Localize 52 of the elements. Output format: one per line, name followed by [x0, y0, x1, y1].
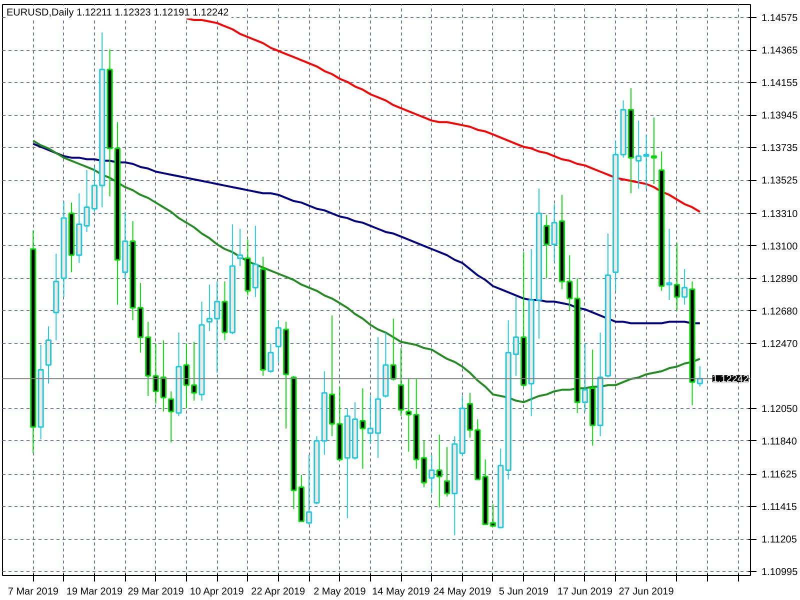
ref-line-label: 1.12242: [712, 374, 749, 386]
y-tick-label: 1.13945: [762, 110, 798, 122]
y-tick-label: 1.14575: [762, 13, 798, 24]
y-tick-label: 1.11625: [762, 470, 798, 481]
x-tick-label: 10 Apr 2019: [190, 586, 244, 598]
y-tick-label: 1.11205: [762, 534, 798, 546]
x-tick-label: 22 Apr 2019: [251, 586, 306, 598]
y-tick-label: 1.12050: [762, 404, 798, 415]
candlestick: [275, 320, 282, 362]
y-tick-label: 1.10995: [762, 567, 798, 578]
x-tick-label: 19 Mar 2019: [66, 586, 123, 598]
candlestick: [168, 390, 174, 443]
line-series: [185, 17, 701, 213]
candlestick: [360, 388, 366, 470]
x-tick-label: 14 May 2019: [372, 586, 430, 598]
y-tick-label: 1.13310: [762, 208, 798, 220]
line-series: [32, 142, 701, 324]
candlestick: [666, 228, 672, 301]
y-tick-label: 1.11415: [762, 502, 798, 514]
candlestick: [252, 225, 258, 298]
x-tick-label: 29 Mar 2019: [128, 586, 184, 598]
x-tick-label: 2 May 2019: [314, 586, 366, 598]
candlestick: [436, 434, 442, 508]
x-tick-label: 27 Jun 2019: [618, 586, 674, 598]
x-tick-label: 24 May 2019: [433, 586, 492, 598]
y-tick-label: 1.14155: [762, 78, 798, 90]
x-tick-label: 5 Jun 2019: [498, 586, 549, 598]
candlestick: [674, 242, 680, 312]
y-tick-label: 1.14365: [762, 46, 798, 57]
y-tick-label: 1.12470: [762, 338, 798, 350]
candlestick: [390, 318, 396, 382]
x-tick-label: 17 Jun 2019: [557, 586, 613, 598]
y-tick-label: 1.12890: [762, 274, 798, 285]
x-tick-label: 7 Mar 2019: [8, 586, 59, 598]
candlestick: [551, 204, 558, 262]
candlestick: [650, 116, 657, 184]
y-tick-label: 1.12680: [762, 306, 798, 318]
candlestick: [406, 378, 412, 452]
candlestick: [306, 454, 312, 525]
candlestick: [237, 228, 244, 267]
y-tick-label: 1.13100: [762, 241, 798, 252]
chart-title: EURUSD,Daily 1.12211 1.12323 1.12191 1.12242: [6, 8, 230, 18]
candlestick: [544, 214, 550, 279]
y-tick-label: 1.13525: [762, 176, 798, 187]
y-tick-label: 1.11840: [762, 436, 798, 448]
candlestick: [268, 342, 274, 374]
line-series: [32, 140, 701, 404]
candlestick: [682, 268, 688, 306]
candlestick: [444, 446, 450, 498]
candlestick: [582, 342, 588, 412]
y-tick-label: 1.13735: [762, 143, 798, 154]
candlestick: [428, 454, 435, 494]
